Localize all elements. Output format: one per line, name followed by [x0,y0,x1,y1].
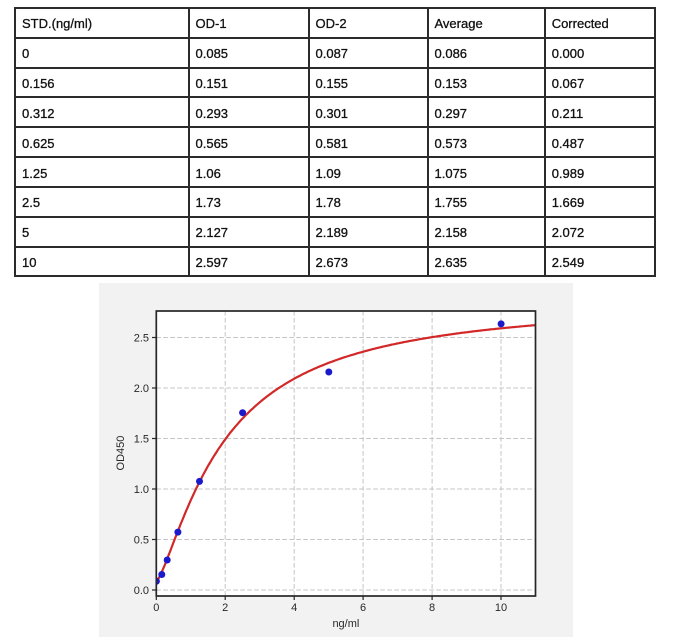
svg-text:10: 10 [495,602,507,614]
svg-text:2: 2 [222,602,228,614]
svg-text:4: 4 [291,602,297,614]
svg-text:ng/ml: ng/ml [332,618,359,630]
svg-text:1.5: 1.5 [134,433,149,445]
svg-text:0: 0 [153,602,159,614]
svg-text:0.5: 0.5 [134,534,149,546]
svg-text:6: 6 [360,602,366,614]
svg-text:0.0: 0.0 [134,585,149,597]
svg-text:OD450: OD450 [115,436,127,471]
svg-text:2.0: 2.0 [134,383,149,395]
svg-text:1.0: 1.0 [134,484,149,496]
svg-text:8: 8 [429,602,435,614]
svg-text:2.5: 2.5 [134,332,149,344]
